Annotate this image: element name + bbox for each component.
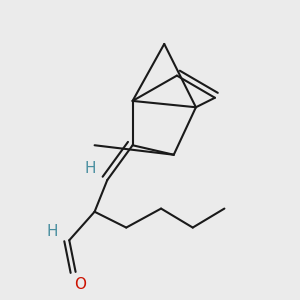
Text: O: O bbox=[74, 277, 86, 292]
Text: H: H bbox=[46, 224, 58, 238]
Text: H: H bbox=[84, 161, 96, 176]
